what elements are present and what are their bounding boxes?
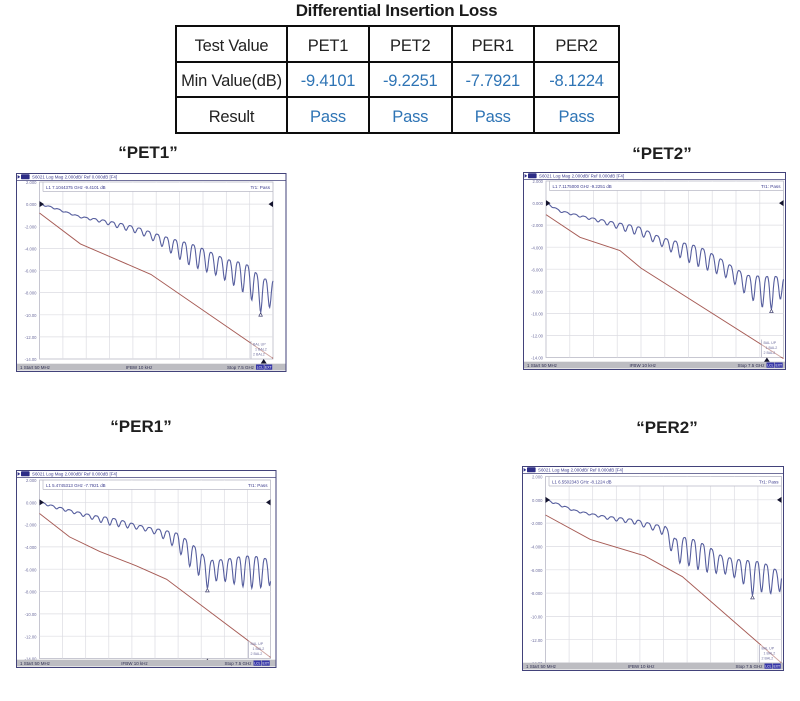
svg-text:-12.00: -12.00 bbox=[25, 335, 38, 340]
svg-text:Stop 7.5 GHz: Stop 7.5 GHz bbox=[737, 363, 765, 368]
svg-text:2 BAL2: 2 BAL2 bbox=[253, 353, 265, 357]
svg-text:-2.000: -2.000 bbox=[531, 521, 544, 526]
svg-text:-12.00: -12.00 bbox=[531, 638, 544, 643]
svg-text:0.000: 0.000 bbox=[533, 201, 544, 206]
svg-text:EXT: EXT bbox=[773, 665, 780, 669]
svg-text:-12.00: -12.00 bbox=[531, 334, 544, 339]
svg-text:Stop 7.5 GHz: Stop 7.5 GHz bbox=[735, 664, 763, 669]
svg-text:L1 7.1175000 GHz -9.2251 dB: L1 7.1175000 GHz -9.2251 dB bbox=[553, 184, 612, 189]
svg-text:IFBW 10 kHz: IFBW 10 kHz bbox=[628, 664, 655, 669]
svg-text:-10.00: -10.00 bbox=[531, 614, 544, 619]
svg-text:-6.000: -6.000 bbox=[531, 568, 544, 573]
svg-text:2.000: 2.000 bbox=[532, 475, 543, 480]
svg-text:2.000: 2.000 bbox=[26, 478, 37, 483]
svg-text:S6021 Log Mag 2.000dB/ Ref 0.0: S6021 Log Mag 2.000dB/ Ref 0.000dB [F4] bbox=[538, 468, 623, 473]
svg-text:IFBW 10 kHz: IFBW 10 kHz bbox=[121, 661, 148, 666]
svg-text:EXT: EXT bbox=[775, 364, 782, 368]
svg-text:S6021 Log Mag 2.000dB/ Ref 0.0: S6021 Log Mag 2.000dB/ Ref 0.000dB [F4] bbox=[32, 472, 117, 477]
svg-text:-2.000: -2.000 bbox=[25, 224, 38, 229]
svg-text:LCL: LCL bbox=[765, 665, 771, 669]
svg-text:-14.00: -14.00 bbox=[25, 657, 38, 662]
svg-text:-6.000: -6.000 bbox=[25, 269, 38, 274]
svg-text:Tr1: Pass: Tr1: Pass bbox=[759, 479, 779, 484]
svg-text:1 BAL2: 1 BAL2 bbox=[253, 647, 265, 651]
svg-text:LCL: LCL bbox=[254, 662, 260, 666]
svg-text:LCL: LCL bbox=[767, 364, 773, 368]
svg-text:-4.000: -4.000 bbox=[531, 245, 544, 250]
svg-text:-2.000: -2.000 bbox=[531, 223, 544, 228]
svg-text:-14.00: -14.00 bbox=[531, 356, 544, 361]
svg-text:Stop 7.5 GHz: Stop 7.5 GHz bbox=[227, 365, 255, 370]
svg-text:BAL UP: BAL UP bbox=[253, 343, 266, 347]
svg-text:EXT: EXT bbox=[265, 366, 272, 370]
svg-text:-10.00: -10.00 bbox=[25, 313, 38, 318]
svg-text:-6.000: -6.000 bbox=[25, 567, 38, 572]
svg-text:-4.000: -4.000 bbox=[531, 545, 544, 550]
svg-text:-8.000: -8.000 bbox=[531, 289, 544, 294]
svg-text:-4.000: -4.000 bbox=[25, 545, 38, 550]
svg-text:BAL UP: BAL UP bbox=[764, 341, 777, 345]
svg-text:2.000: 2.000 bbox=[26, 180, 37, 185]
svg-text:2 BAL2: 2 BAL2 bbox=[251, 652, 263, 656]
svg-text:0.000: 0.000 bbox=[26, 500, 37, 505]
svg-text:-10.00: -10.00 bbox=[25, 612, 38, 617]
svg-text:-8.000: -8.000 bbox=[25, 590, 38, 595]
svg-text:BAL UP: BAL UP bbox=[251, 642, 264, 646]
svg-text:1 BAL2: 1 BAL2 bbox=[255, 348, 267, 352]
svg-text:-2.000: -2.000 bbox=[25, 523, 38, 528]
svg-text:Stop 7.5 GHz: Stop 7.5 GHz bbox=[224, 661, 252, 666]
svg-text:LCL: LCL bbox=[257, 366, 263, 370]
svg-text:1 Start 50 MHz: 1 Start 50 MHz bbox=[526, 664, 557, 669]
svg-text:1 BAL2: 1 BAL2 bbox=[766, 346, 778, 350]
svg-text:2.000: 2.000 bbox=[533, 179, 544, 184]
svg-text:-12.00: -12.00 bbox=[25, 634, 38, 639]
svg-text:IFBW 10 kHz: IFBW 10 kHz bbox=[629, 363, 656, 368]
svg-text:Tr1: Pass: Tr1: Pass bbox=[251, 185, 271, 190]
svg-text:BAL UP: BAL UP bbox=[762, 647, 775, 651]
svg-text:IFBW 10 kHz: IFBW 10 kHz bbox=[126, 365, 153, 370]
svg-text:L1 5.4745313 GHz -7.7921 dB: L1 5.4745313 GHz -7.7921 dB bbox=[46, 483, 106, 488]
svg-text:-10.00: -10.00 bbox=[531, 311, 544, 316]
svg-text:1 BAL2: 1 BAL2 bbox=[764, 652, 776, 656]
svg-text:S6021 Log Mag 2.000dB/ Ref 0.0: S6021 Log Mag 2.000dB/ Ref 0.000dB [F4] bbox=[32, 175, 117, 180]
svg-text:-4.000: -4.000 bbox=[25, 246, 38, 251]
svg-text:L1 6.5502343 GHz -8.1224 dB: L1 6.5502343 GHz -8.1224 dB bbox=[552, 479, 612, 484]
svg-text:Tr1: Pass: Tr1: Pass bbox=[248, 483, 268, 488]
svg-text:-8.000: -8.000 bbox=[25, 291, 38, 296]
svg-text:1 Start 50 MHz: 1 Start 50 MHz bbox=[20, 661, 51, 666]
svg-text:0.000: 0.000 bbox=[532, 498, 543, 503]
svg-text:2 BAL2: 2 BAL2 bbox=[764, 351, 776, 355]
svg-text:-8.000: -8.000 bbox=[531, 591, 544, 596]
svg-text:Tr1: Pass: Tr1: Pass bbox=[761, 184, 781, 189]
svg-text:-6.000: -6.000 bbox=[531, 267, 544, 272]
svg-text:L1 7.1044375 GHz -9.4101 dB: L1 7.1044375 GHz -9.4101 dB bbox=[46, 185, 106, 190]
svg-text:1 Start 50 MHz: 1 Start 50 MHz bbox=[20, 365, 51, 370]
svg-text:S6021 Log Mag 2.000dB/ Ref 0.0: S6021 Log Mag 2.000dB/ Ref 0.000dB [F4] bbox=[539, 174, 624, 179]
svg-text:0.000: 0.000 bbox=[26, 202, 37, 207]
svg-text:1 Start 50 MHz: 1 Start 50 MHz bbox=[527, 363, 558, 368]
svg-text:-14.00: -14.00 bbox=[25, 357, 38, 362]
svg-text:EXT: EXT bbox=[262, 662, 269, 666]
svg-text:2 BAL2: 2 BAL2 bbox=[762, 657, 774, 661]
